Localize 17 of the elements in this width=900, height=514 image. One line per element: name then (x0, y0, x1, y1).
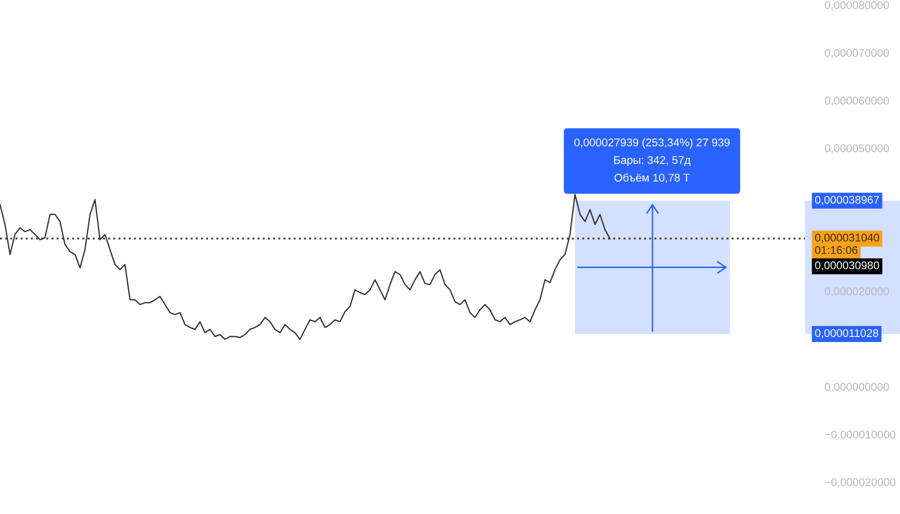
annotation: 0,000027939 (253,34%) 27 939 (574, 138, 730, 149)
text: 0,000011028 (815, 329, 878, 338)
annotation: Бары: 342, 57д (614, 156, 690, 166)
y-tick-label: 0,000060000 (824, 96, 889, 106)
y-tick-label: 0,000050000 (824, 144, 889, 154)
text: 01:16:06 (815, 246, 858, 254)
text: 0,000030980 (815, 261, 880, 271)
text: 0,000038967 (815, 196, 879, 206)
y-tick-label: 0,000000000 (824, 382, 889, 392)
y-tick-label: −0,000010000 (824, 430, 896, 440)
line-series (0, 194, 611, 340)
annotation: Объём 10,78 T (614, 173, 690, 183)
y-tick-label: −0,000020000 (824, 478, 896, 488)
ref-line-label: 0,000031040 (815, 234, 880, 243)
y-tick-label: 0,000080000 (824, 1, 889, 10)
y-tick-label: 0,000070000 (824, 48, 889, 58)
y-tick-label: 0,000020000 (824, 287, 889, 297)
